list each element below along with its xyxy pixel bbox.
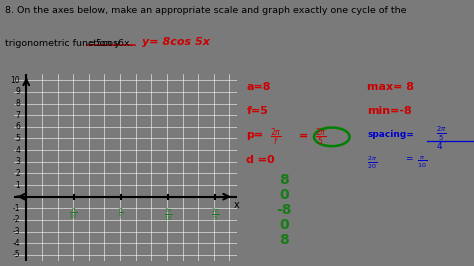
Text: max= 8: max= 8 <box>367 82 414 92</box>
Text: -8: -8 <box>277 203 292 217</box>
Text: 5: 5 <box>15 134 20 143</box>
Text: $\frac{\pi}{5}$: $\frac{\pi}{5}$ <box>118 207 124 221</box>
Text: 9: 9 <box>15 88 20 97</box>
Text: $\frac{\pi}{10}$: $\frac{\pi}{10}$ <box>69 207 78 221</box>
Text: $\frac{2\pi}{5}$: $\frac{2\pi}{5}$ <box>436 125 447 143</box>
Text: 4: 4 <box>15 146 20 155</box>
Text: 1: 1 <box>16 181 20 190</box>
Text: $\frac{2\pi}{5}$: $\frac{2\pi}{5}$ <box>211 207 220 223</box>
Text: -3: -3 <box>13 227 20 236</box>
Text: 8: 8 <box>16 99 20 108</box>
Text: $\frac{2\pi}{5}$: $\frac{2\pi}{5}$ <box>315 127 327 148</box>
Text: 0: 0 <box>280 188 289 202</box>
Text: 6: 6 <box>15 122 20 131</box>
Text: -5: -5 <box>13 250 20 259</box>
Text: 8: 8 <box>280 233 289 247</box>
Text: 2: 2 <box>16 169 20 178</box>
Text: min=-8: min=-8 <box>367 106 412 116</box>
Text: -2: -2 <box>13 215 20 225</box>
Text: 3: 3 <box>15 157 20 166</box>
Text: =: = <box>299 130 308 140</box>
Text: =5cos6x.: =5cos6x. <box>88 39 132 48</box>
Text: y= 8cos 5x: y= 8cos 5x <box>142 37 210 47</box>
Text: trigonometric function y: trigonometric function y <box>5 39 120 48</box>
Text: $\frac{2\pi}{f}$: $\frac{2\pi}{f}$ <box>270 127 282 148</box>
Text: 7: 7 <box>15 111 20 120</box>
Text: p=: p= <box>246 130 264 140</box>
Text: $\frac{3\pi}{10}$: $\frac{3\pi}{10}$ <box>164 207 173 223</box>
Text: -1: -1 <box>13 204 20 213</box>
Text: $\frac{\pi}{10}$: $\frac{\pi}{10}$ <box>417 155 427 170</box>
Text: 10: 10 <box>10 76 20 85</box>
Text: spacing=: spacing= <box>367 130 414 139</box>
Text: -4: -4 <box>13 239 20 248</box>
Text: a=8: a=8 <box>246 82 271 92</box>
Text: 8. On the axes below, make an appropriate scale and graph exactly one cycle of t: 8. On the axes below, make an appropriat… <box>5 6 406 15</box>
Text: d =0: d =0 <box>246 155 275 165</box>
Text: $\frac{2\pi}{20}$: $\frac{2\pi}{20}$ <box>367 155 377 171</box>
Text: 0: 0 <box>280 218 289 232</box>
Text: f=5: f=5 <box>246 106 268 116</box>
Text: =: = <box>405 155 413 164</box>
Text: 4: 4 <box>436 143 442 151</box>
Text: 8: 8 <box>280 173 289 187</box>
Text: x: x <box>234 200 240 210</box>
